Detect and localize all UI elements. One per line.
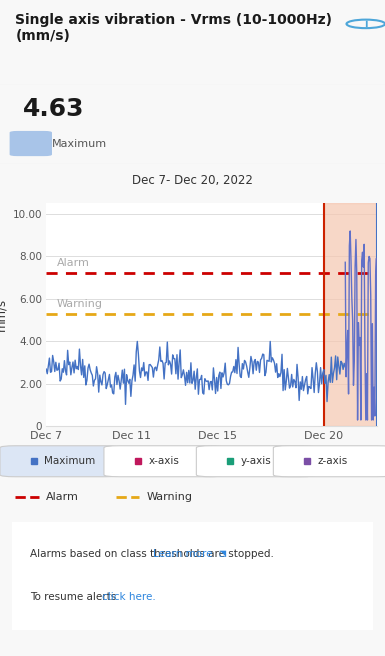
Text: y-axis: y-axis [241, 457, 271, 466]
Text: Alarm: Alarm [57, 258, 90, 268]
Text: i: i [364, 19, 368, 29]
Bar [324, 203, 377, 426]
Text: Single axis vibration - Vrms (10-1000Hz)
(mm/s): Single axis vibration - Vrms (10-1000Hz)… [15, 12, 332, 43]
Text: Alarm: Alarm [46, 492, 79, 502]
Text: x-axis: x-axis [148, 457, 179, 466]
FancyBboxPatch shape [10, 131, 52, 156]
Y-axis label: mm/s: mm/s [0, 298, 7, 331]
Text: Warning: Warning [57, 298, 103, 308]
FancyBboxPatch shape [196, 446, 316, 477]
Text: z-axis: z-axis [318, 457, 348, 466]
Text: To resume alerts: To resume alerts [30, 592, 119, 602]
Text: Maximum: Maximum [52, 138, 107, 148]
FancyBboxPatch shape [104, 446, 223, 477]
FancyBboxPatch shape [0, 446, 119, 477]
Text: Learn more: Learn more [153, 549, 212, 559]
FancyBboxPatch shape [273, 446, 385, 477]
Text: ⬔: ⬔ [218, 550, 226, 558]
Text: Maximum: Maximum [44, 457, 95, 466]
Text: Dec 7- Dec 20, 2022: Dec 7- Dec 20, 2022 [132, 174, 253, 187]
Text: 4.63: 4.63 [23, 97, 85, 121]
FancyBboxPatch shape [4, 520, 381, 632]
Text: Alarms based on class thresholds are stopped.: Alarms based on class thresholds are sto… [30, 549, 273, 559]
Text: click here.: click here. [102, 592, 156, 602]
Text: Warning: Warning [146, 492, 192, 502]
